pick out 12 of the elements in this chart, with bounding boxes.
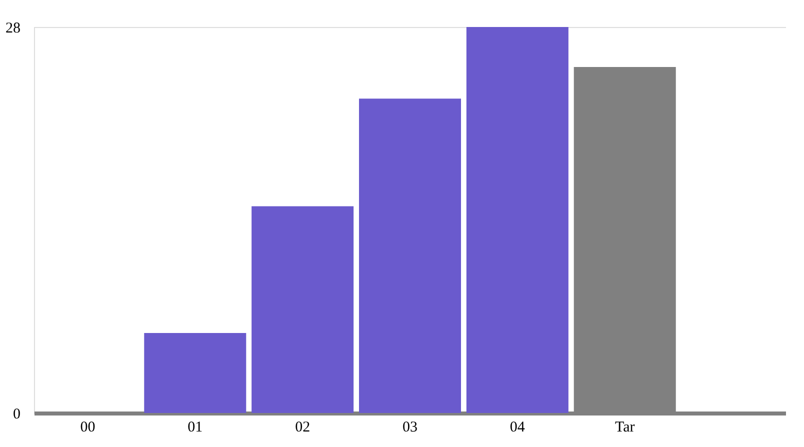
y-tick-label: 0 <box>13 406 20 422</box>
x-tick-label: 01 <box>188 420 203 436</box>
y-tick-label: 28 <box>6 20 20 36</box>
bar <box>466 27 568 413</box>
bar <box>144 333 246 413</box>
bar <box>252 206 354 413</box>
x-tick-label: 02 <box>295 420 310 436</box>
x-tick-label: 00 <box>80 420 96 436</box>
x-tick-label: Tar <box>614 420 635 436</box>
x-tick-label: 04 <box>510 420 526 436</box>
bar <box>359 98 461 413</box>
x-tick-label: 03 <box>402 420 418 436</box>
